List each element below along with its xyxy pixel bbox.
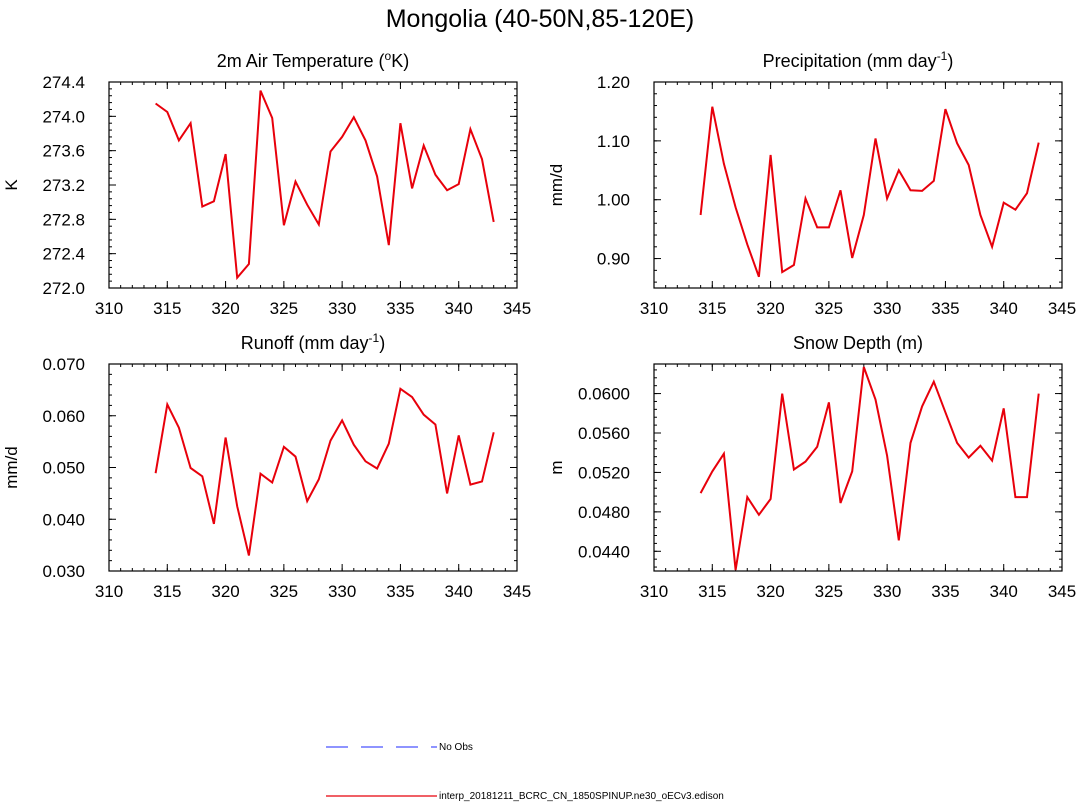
- panel-title: Runoff (mm day-1): [241, 331, 385, 353]
- x-tick-label: 315: [698, 299, 726, 318]
- x-tick-label: 345: [503, 299, 531, 318]
- panel-title-suffix: ): [947, 51, 953, 71]
- y-tick-label: 0.030: [42, 562, 85, 581]
- panel-title-suffix: ): [379, 333, 385, 353]
- y-tick-label: 272.0: [42, 279, 85, 298]
- x-tick-label: 345: [1048, 582, 1076, 601]
- panel-4: 310 315 320 325 330 335 340 345 0.0440 0.0480 0.05…: [547, 333, 1076, 601]
- x-tick-label: 335: [386, 299, 414, 318]
- y-tick-label: 0.040: [42, 510, 85, 529]
- y-axis-label: m: [547, 460, 566, 474]
- x-tick-label: 345: [1048, 299, 1076, 318]
- y-tick-label: 0.90: [597, 250, 630, 269]
- panel-title: Snow Depth (m): [793, 333, 923, 353]
- x-tick-label: 345: [503, 582, 531, 601]
- x-tick-label: 335: [931, 582, 959, 601]
- plot-frame: [108, 363, 518, 572]
- y-tick-label: 1.20: [597, 73, 630, 92]
- y-axis-label: mm/d: [547, 164, 566, 207]
- x-tick-label: 325: [815, 582, 843, 601]
- x-tick-label: 315: [698, 582, 726, 601]
- x-tick-label: 320: [211, 299, 239, 318]
- series-line: [155, 90, 495, 281]
- y-tick-label: 0.0440: [578, 542, 630, 561]
- y-tick-label: 0.070: [42, 355, 85, 374]
- y-tick-label: 273.2: [42, 176, 85, 195]
- panel-title: Precipitation (mm day-1): [763, 49, 954, 71]
- panel-title-superscript: -1: [369, 331, 380, 345]
- y-tick-label: 0.0560: [578, 424, 630, 443]
- x-tick-label: 340: [445, 299, 473, 318]
- panel-title-main: 2m Air Temperature (: [217, 51, 385, 71]
- x-tick-label: 325: [270, 299, 298, 318]
- series-line: [699, 366, 1040, 571]
- x-tick-label: 340: [990, 582, 1018, 601]
- x-tick-label: 330: [328, 299, 356, 318]
- x-tick-label: 340: [990, 299, 1018, 318]
- x-tick-label: 325: [815, 299, 843, 318]
- plot-frame: [653, 81, 1063, 289]
- x-tick-label: 320: [211, 582, 239, 601]
- y-tick-label: 273.6: [42, 142, 85, 161]
- y-tick-label: 1.00: [597, 191, 630, 210]
- x-tick-label: 330: [328, 582, 356, 601]
- legend-label-model: interp_20181211_BCRC_CN_1850SPINUP.ne30_…: [439, 791, 724, 802]
- y-axis-label: mm/d: [2, 446, 21, 489]
- y-tick-label: 0.0520: [578, 463, 630, 482]
- panel-title-suffix: K): [391, 51, 409, 71]
- x-tick-label: 340: [445, 582, 473, 601]
- panel-title-superscript: -1: [937, 49, 948, 63]
- panel-title-main: Runoff (mm day: [241, 333, 369, 353]
- y-tick-label: 272.4: [42, 245, 85, 264]
- panels: 310 315 320 325 330 335 340 345 272.0 272.4 272.8 2…: [2, 49, 1076, 601]
- y-tick-label: 0.0480: [578, 503, 630, 522]
- panel-title-superscript: o: [385, 49, 392, 63]
- x-tick-label: 335: [931, 299, 959, 318]
- x-tick-label: 330: [873, 299, 901, 318]
- series-line: [699, 106, 1040, 278]
- panel-2: 310 315 320 325 330 335 340 345 0.90 1.00 1.10 1.20…: [547, 49, 1076, 318]
- x-tick-label: 315: [153, 582, 181, 601]
- y-tick-label: 0.050: [42, 459, 85, 478]
- series-line: [154, 387, 495, 556]
- panel-title-main: Snow Depth (m): [793, 333, 923, 353]
- panel-title: 2m Air Temperature (oK): [217, 49, 409, 71]
- panel-3: 310 315 320 325 330 335 340 345 0.030 0.040 0.050 0…: [2, 331, 531, 601]
- panel-1: 310 315 320 325 330 335 340 345 272.0 272.4 272.8 2…: [2, 49, 531, 318]
- x-tick-label: 310: [640, 582, 668, 601]
- panel-title-main: Precipitation (mm day: [763, 51, 937, 71]
- figure-title: Mongolia (40-50N,85-120E): [386, 5, 695, 33]
- x-tick-label: 335: [386, 582, 414, 601]
- legend: No Obs interp_20181211_BCRC_CN_1850SPINU…: [326, 742, 724, 802]
- x-tick-label: 315: [153, 299, 181, 318]
- x-tick-label: 320: [756, 299, 784, 318]
- x-tick-label: 310: [95, 299, 123, 318]
- y-tick-label: 0.060: [42, 407, 85, 426]
- y-tick-label: 0.0600: [578, 385, 630, 404]
- legend-label-no-obs: No Obs: [439, 742, 473, 753]
- y-tick-label: 1.10: [597, 132, 630, 151]
- y-axis-label: K: [2, 179, 21, 191]
- x-tick-label: 325: [270, 582, 298, 601]
- x-tick-label: 330: [873, 582, 901, 601]
- x-tick-label: 310: [95, 582, 123, 601]
- x-tick-label: 310: [640, 299, 668, 318]
- y-tick-label: 272.8: [42, 210, 85, 229]
- y-tick-label: 274.0: [42, 107, 85, 126]
- x-tick-label: 320: [756, 582, 784, 601]
- y-tick-label: 274.4: [42, 73, 85, 92]
- plot-frame: [653, 363, 1063, 572]
